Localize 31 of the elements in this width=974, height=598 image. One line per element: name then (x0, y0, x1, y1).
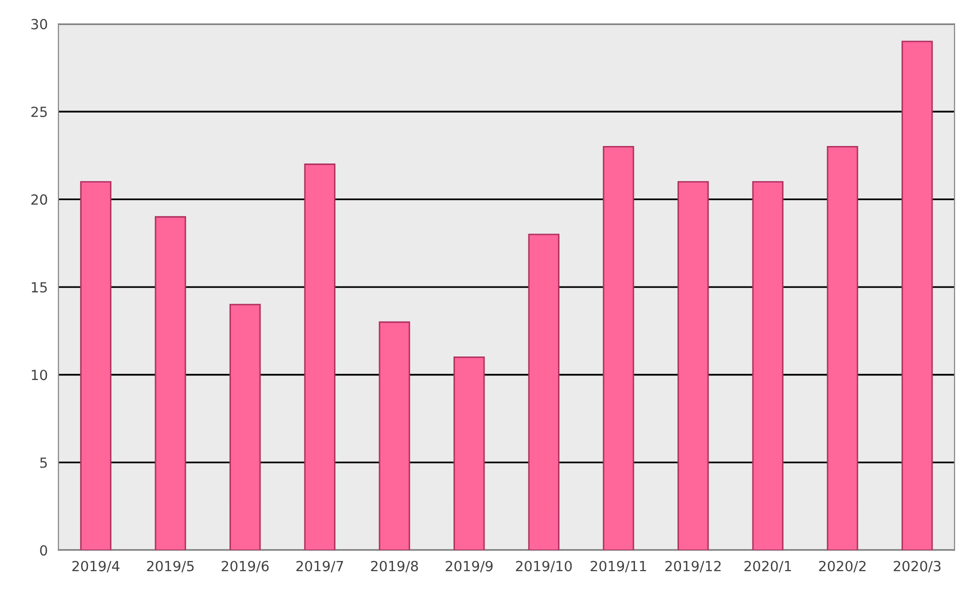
y-tick-label: 5 (40, 458, 47, 468)
y-tick-label: 30 (31, 18, 48, 30)
x-tick-label: 2020/1 (744, 560, 791, 572)
x-tick-label: 2020/3 (894, 560, 940, 572)
bar (752, 181, 784, 550)
y-tick-label: 25 (31, 106, 47, 118)
x-tick-label: 2019/5 (147, 560, 194, 572)
bar (902, 40, 933, 550)
bar (378, 321, 410, 550)
x-tick-label: 2019/11 (590, 560, 646, 572)
bar (229, 304, 261, 550)
x-tick-label: 2019/8 (371, 560, 418, 572)
bar (602, 146, 634, 550)
y-tick-label: 0 (40, 545, 48, 556)
bar (528, 234, 560, 550)
x-tick-label: 2020/2 (819, 560, 866, 572)
bar (80, 181, 112, 550)
bar (678, 181, 709, 550)
y-tick-label: 10 (32, 370, 48, 380)
x-tick-label: 2019/6 (222, 560, 269, 572)
x-tick-label: 2019/12 (665, 560, 721, 572)
bar (304, 164, 336, 550)
bar (454, 356, 485, 550)
x-tick-label: 2019/4 (72, 560, 120, 572)
y-tick-label: 20 (31, 194, 48, 205)
bar (826, 146, 858, 550)
x-tick-label: 2019/10 (516, 560, 572, 572)
y-tick-label: 15 (32, 282, 47, 293)
x-tick-label: 2019/7 (296, 560, 344, 572)
bar (154, 216, 186, 550)
x-tick-label: 2019/9 (446, 560, 493, 572)
